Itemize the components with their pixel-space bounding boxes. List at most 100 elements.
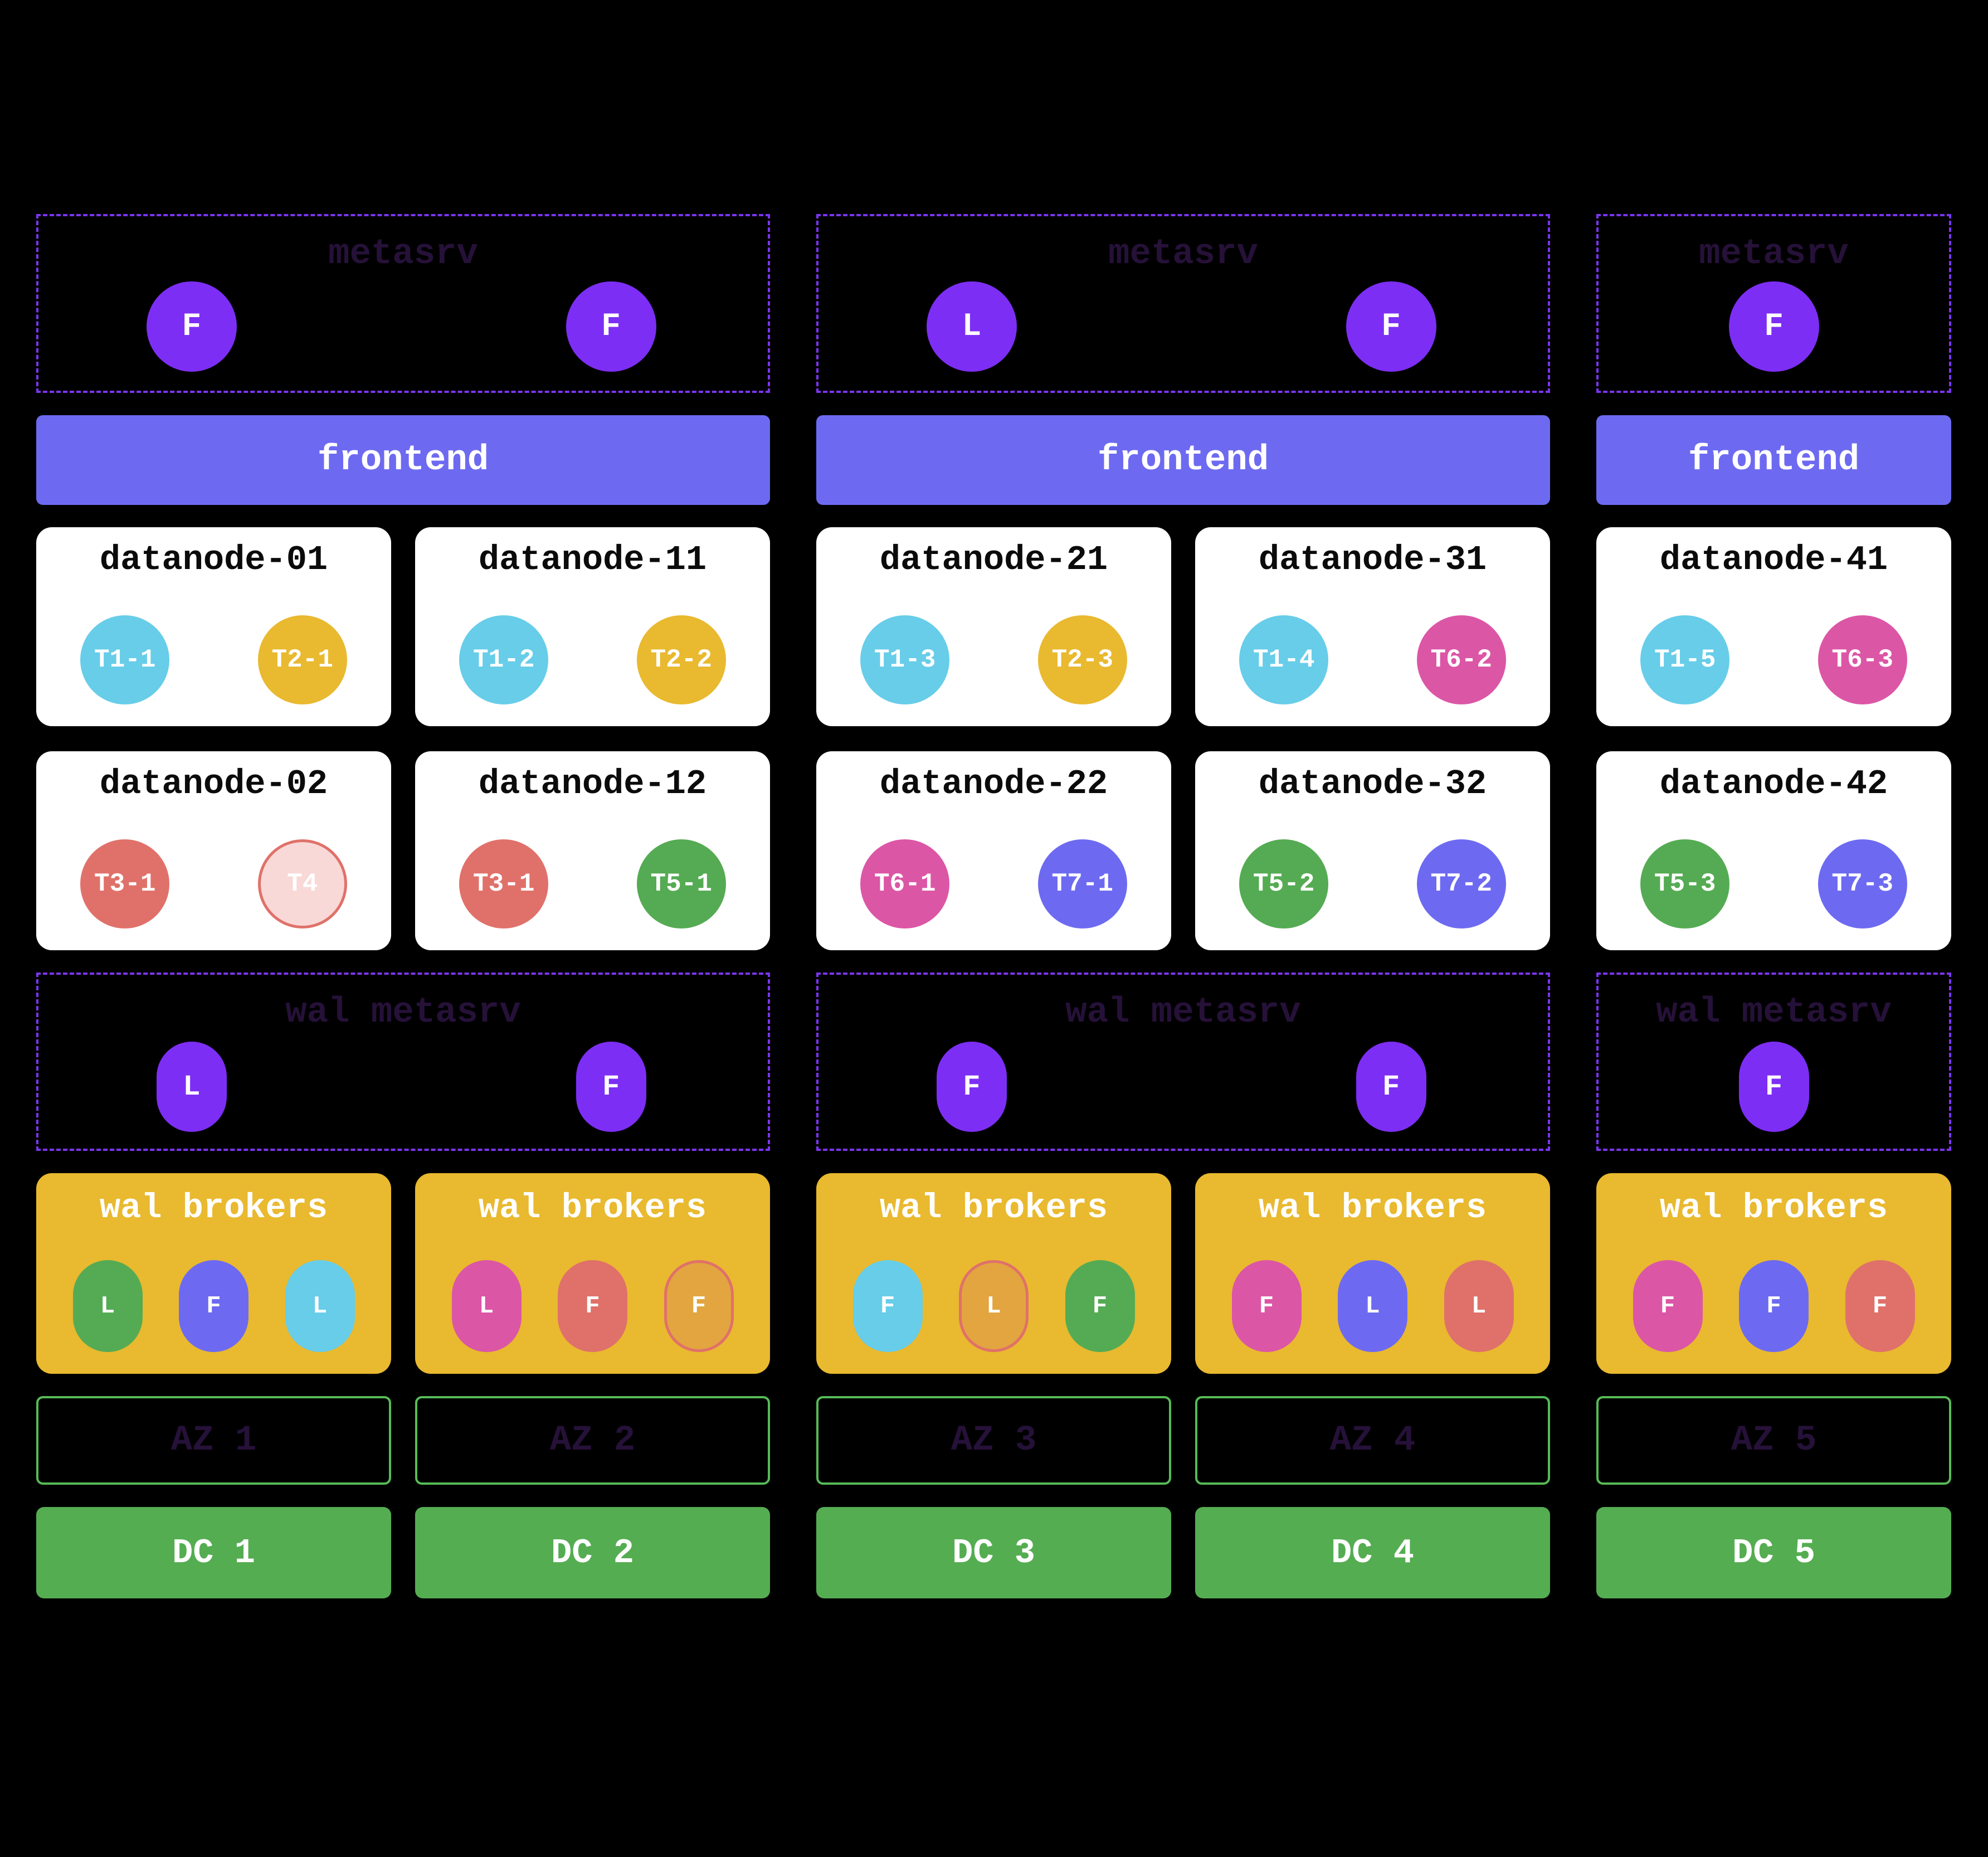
region-circle: T2-1: [257, 615, 347, 704]
broker-node-list: F F F: [1596, 1260, 1951, 1352]
broker-node: F: [558, 1260, 627, 1352]
region-circle: T3-1: [80, 839, 170, 929]
az-box: AZ 2: [415, 1396, 770, 1485]
broker-node: F: [1739, 1260, 1809, 1352]
datanode-title: datanode-01: [99, 540, 328, 580]
broker-node: L: [72, 1260, 143, 1352]
az-box: AZ 4: [1195, 1396, 1550, 1485]
broker-node: F: [179, 1260, 248, 1352]
dc-row: DC 3 DC 4: [816, 1507, 1550, 1598]
datanode-card: datanode-41 T1-5 T6-3: [1596, 527, 1951, 726]
wal-metasrv-title: wal metasrv: [285, 993, 521, 1033]
broker-node-list: L F F: [415, 1260, 770, 1352]
datanode-title: datanode-32: [1258, 764, 1487, 804]
wal-metasrv-node: F: [576, 1042, 646, 1132]
wal-broker-box: wal brokers F L L: [1195, 1173, 1550, 1374]
datanode-title: datanode-11: [478, 540, 707, 580]
region-circle: T3-1: [459, 839, 549, 929]
wal-broker-row: wal brokers F F F: [1596, 1173, 1951, 1374]
region-circle: T6-3: [1818, 615, 1907, 704]
frontend-bar: frontend: [1596, 415, 1951, 505]
dc-bar: DC 5: [1596, 1507, 1951, 1598]
region-circle: T5-1: [636, 839, 726, 929]
broker-node: F: [1633, 1260, 1703, 1352]
wal-broker-box: wal brokers F L F: [816, 1173, 1171, 1374]
metasrv-box: metasrv F F: [36, 214, 770, 393]
dc-group-3-4: metasrv L F frontend datanode-21 T1-3 T2…: [816, 214, 1550, 1598]
wal-broker-box: wal brokers L F L: [36, 1173, 391, 1374]
region-circle: T1-2: [459, 615, 549, 704]
datanode-card: datanode-11 T1-2 T2-2: [415, 527, 770, 726]
az-box: AZ 1: [36, 1396, 391, 1485]
broker-node-list: F L L: [1195, 1260, 1550, 1352]
datanode-row: datanode-22 T6-1 T7-1 datanode-32 T5-2 T…: [816, 751, 1550, 950]
metasrv-title: metasrv: [1699, 234, 1849, 274]
broker-node-list: L F L: [36, 1260, 391, 1352]
region-circle: T7-3: [1818, 839, 1907, 929]
az-row: AZ 1 AZ 2: [36, 1396, 770, 1485]
datanode-row: datanode-21 T1-3 T2-3 datanode-31 T1-4 T…: [816, 527, 1550, 726]
az-box: AZ 3: [816, 1396, 1171, 1485]
datanode-row: datanode-01 T1-1 T2-1 datanode-11 T1-2 T…: [36, 527, 770, 726]
wal-metasrv-node: F: [1356, 1042, 1426, 1132]
metasrv-title: metasrv: [328, 234, 478, 274]
datanode-title: datanode-21: [879, 540, 1108, 580]
az-box: AZ 5: [1596, 1396, 1951, 1485]
wal-metasrv-box: wal metasrv L F: [36, 973, 770, 1151]
region-list: T1-5 T6-3: [1596, 615, 1951, 704]
region-list: T1-2 T2-2: [415, 615, 770, 704]
region-list: T1-1 T2-1: [36, 615, 391, 704]
wal-broker-row: wal brokers L F L wal brokers L F F: [36, 1173, 770, 1374]
datanode-title: datanode-42: [1659, 764, 1888, 804]
datanode-card: datanode-42 T5-3 T7-3: [1596, 751, 1951, 950]
datanode-card: datanode-01 T1-1 T2-1: [36, 527, 391, 726]
diagram-root: metasrv F F frontend datanode-01 T1-1 T2…: [36, 214, 1951, 1598]
datanode-row: datanode-41 T1-5 T6-3: [1596, 527, 1951, 726]
region-circle: T1-1: [80, 615, 170, 704]
datanode-title: datanode-31: [1258, 540, 1487, 580]
dc-group-1-2: metasrv F F frontend datanode-01 T1-1 T2…: [36, 214, 770, 1598]
dc-bar: DC 2: [415, 1507, 770, 1598]
metasrv-node: F: [146, 281, 237, 372]
region-list: T1-4 T6-2: [1195, 615, 1550, 704]
dc-bar: DC 1: [36, 1507, 391, 1598]
region-circle: T1-3: [860, 615, 950, 704]
metasrv-title: metasrv: [1108, 234, 1258, 274]
wal-broker-box: wal brokers F F F: [1596, 1173, 1951, 1374]
wal-broker-row: wal brokers F L F wal brokers F L L: [816, 1173, 1550, 1374]
wal-broker-title: wal brokers: [99, 1188, 328, 1228]
region-circle: T1-5: [1640, 615, 1730, 704]
broker-node: L: [959, 1260, 1029, 1352]
datanode-title: datanode-12: [478, 764, 707, 804]
datanode-card: datanode-31 T1-4 T6-2: [1195, 527, 1550, 726]
dc-bar: DC 4: [1195, 1507, 1550, 1598]
broker-node-list: F L F: [816, 1260, 1171, 1352]
dc-group-5: metasrv F frontend datanode-41 T1-5 T6-3…: [1596, 214, 1951, 1598]
broker-node: L: [1444, 1260, 1514, 1352]
region-circle: T5-3: [1640, 839, 1730, 929]
az-row: AZ 3 AZ 4: [816, 1396, 1550, 1485]
datanode-row: datanode-02 T3-1 T4 datanode-12 T3-1 T5-…: [36, 751, 770, 950]
broker-node: F: [664, 1260, 734, 1352]
wal-metasrv-box: wal metasrv F F: [816, 973, 1550, 1151]
datanode-card: datanode-22 T6-1 T7-1: [816, 751, 1171, 950]
datanode-card: datanode-21 T1-3 T2-3: [816, 527, 1171, 726]
region-list: T1-3 T2-3: [816, 615, 1171, 704]
region-circle: T1-4: [1239, 615, 1329, 704]
region-circle: T7-1: [1037, 839, 1127, 929]
datanode-title: datanode-02: [99, 764, 328, 804]
region-list: T6-1 T7-1: [816, 839, 1171, 929]
wal-metasrv-box: wal metasrv F: [1596, 973, 1951, 1151]
region-circle: T2-2: [636, 615, 726, 704]
region-circle: T7-2: [1416, 839, 1506, 929]
datanode-title: datanode-22: [879, 764, 1108, 804]
metasrv-node: F: [1346, 281, 1436, 372]
datanode-card: datanode-12 T3-1 T5-1: [415, 751, 770, 950]
region-circle: T6-2: [1416, 615, 1506, 704]
frontend-bar: frontend: [36, 415, 770, 505]
wal-broker-title: wal brokers: [1659, 1188, 1888, 1228]
az-row: AZ 5: [1596, 1396, 1951, 1485]
broker-node: F: [1065, 1260, 1135, 1352]
broker-node: F: [852, 1260, 923, 1352]
